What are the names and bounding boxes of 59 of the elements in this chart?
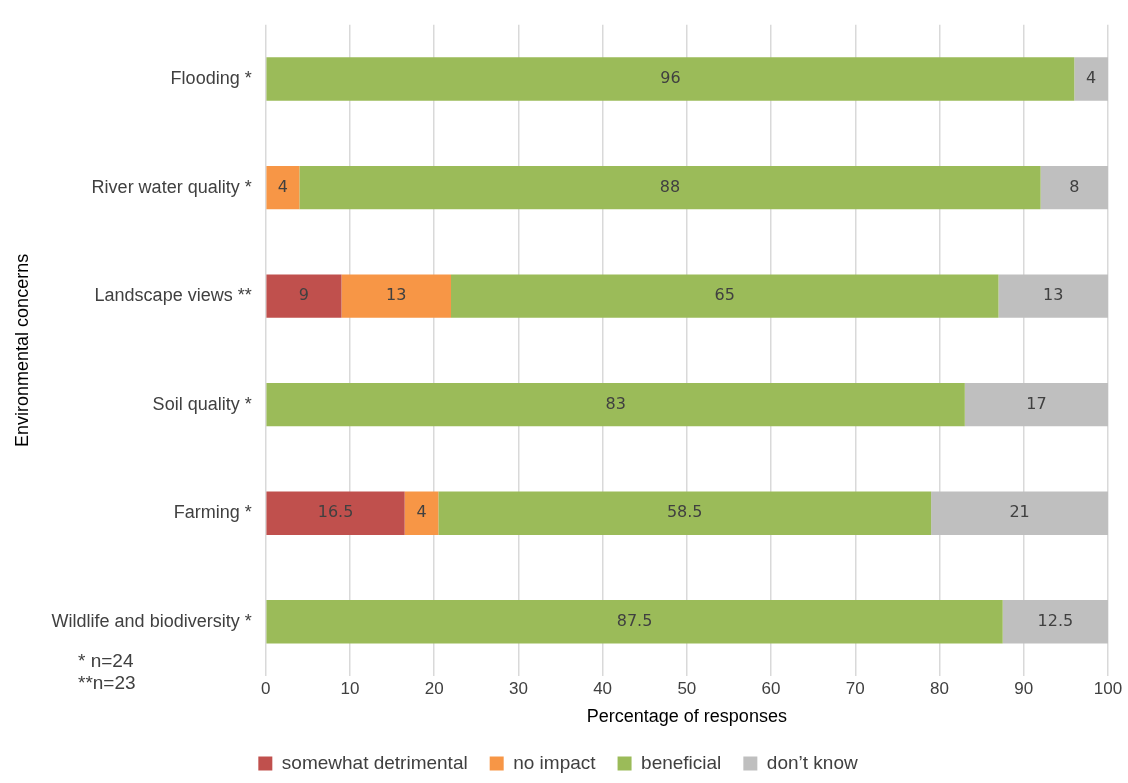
y-tick-label: Farming * <box>173 502 252 523</box>
x-tick-label: 100 <box>1093 678 1123 698</box>
y-tick-label: River water quality * <box>91 176 252 197</box>
x-tick-label: 80 <box>930 678 949 698</box>
bar <box>1002 600 1108 644</box>
bar <box>299 165 1041 210</box>
bar <box>266 274 342 318</box>
data-label: 13 <box>386 285 407 305</box>
bar <box>266 165 300 210</box>
data-label: 9 <box>298 285 310 305</box>
bar <box>341 274 451 318</box>
x-tick-label: 40 <box>593 678 613 698</box>
data-label: 13 <box>1043 285 1064 305</box>
data-label: 21 <box>1009 502 1030 522</box>
legend-label: no impact <box>513 751 597 773</box>
bar <box>998 274 1108 318</box>
bar <box>266 491 405 535</box>
x-tick-label: 70 <box>845 678 865 698</box>
x-tick-label: 0 <box>260 678 271 698</box>
y-tick-label: Wildlife and biodiversity * <box>51 610 252 631</box>
x-tick-label: 30 <box>508 678 528 698</box>
data-label: 65 <box>714 285 735 305</box>
x-tick-label: 10 <box>340 678 360 698</box>
bar <box>266 382 965 427</box>
data-label: 4 <box>1086 68 1097 88</box>
data-label: 88 <box>659 176 681 196</box>
bar <box>450 274 999 318</box>
bar <box>931 491 1108 535</box>
bar <box>964 382 1108 427</box>
data-label: 4 <box>277 176 288 196</box>
y-tick-label: Landscape views ** <box>94 285 252 306</box>
data-label: 17 <box>1026 393 1047 413</box>
text: **n=23 <box>78 672 136 694</box>
x-axis-title: Percentage of responses <box>586 706 787 727</box>
x-tick-label: 60 <box>761 678 781 698</box>
bar <box>438 491 932 535</box>
legend-label: somewhat detrimental <box>281 751 468 773</box>
y-tick-label: Soil quality * <box>152 393 252 414</box>
data-label: 58.5 <box>666 502 703 522</box>
data-label: 12.5 <box>1037 610 1074 630</box>
data-label: 16.5 <box>317 502 354 522</box>
data-label: 8 <box>1069 176 1080 196</box>
data-label: 87.5 <box>616 610 653 630</box>
data-label: 83 <box>605 393 626 413</box>
text: * n=24 <box>78 650 135 672</box>
bar <box>266 600 1003 644</box>
data-label: 4 <box>416 502 427 522</box>
bar <box>266 57 1075 101</box>
bar <box>1040 165 1108 210</box>
legend-label: don’t know <box>766 751 858 773</box>
x-tick-label: 90 <box>1014 678 1034 698</box>
data-label: 96 <box>660 68 681 88</box>
x-tick-label: 20 <box>424 678 444 698</box>
y-axis-title: Environmental concerns <box>11 253 32 447</box>
x-tick-label: 50 <box>677 678 697 698</box>
legend-label: beneficial <box>641 751 722 773</box>
bar <box>1074 57 1108 101</box>
y-tick-label: Flooding * <box>170 68 252 89</box>
bar <box>404 491 439 535</box>
